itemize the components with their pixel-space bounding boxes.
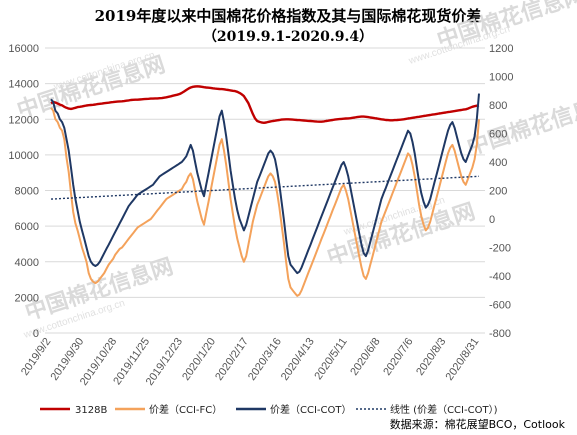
right-tick-label: -600 xyxy=(489,300,511,312)
right-tick-label: 1000 xyxy=(489,72,513,84)
left-tick-label: 14000 xyxy=(8,79,39,91)
right-tick-label: 800 xyxy=(489,100,507,112)
plot-area xyxy=(50,85,480,297)
left-tick-label: 2000 xyxy=(15,292,39,304)
left-axis: 0 2000 4000 6000 8000 10000 12000 14000 16000 xyxy=(8,43,39,340)
right-tick-label: -800 xyxy=(489,328,511,340)
watermark-text-right: 中国棉花信息网 xyxy=(464,88,577,160)
left-tick-label: 10000 xyxy=(8,150,39,162)
legend-item-3128b: 3128B xyxy=(40,405,107,416)
left-tick-label: 0 xyxy=(33,328,39,340)
legend-item-cci-cot: 价差（CCI-COT） xyxy=(236,403,351,416)
legend-label-trend: 线性 (价差（CCI-COT）) xyxy=(390,403,498,416)
left-tick-label: 16000 xyxy=(8,43,39,55)
legend-item-cci-fc: 价差（CCI-FC） xyxy=(115,403,222,416)
right-tick-label: -200 xyxy=(489,243,511,255)
right-tick-label: 0 xyxy=(489,214,495,226)
legend-label-3128b: 3128B xyxy=(75,405,107,416)
right-tick-label: 200 xyxy=(489,186,507,198)
legend-label-cci-cot: 价差（CCI-COT） xyxy=(270,403,351,416)
chart-title: 2019年度以来中国棉花价格指数及其与国际棉花现货价差 xyxy=(95,7,482,25)
x-tick-label: 2020/4/13 xyxy=(279,336,317,383)
right-tick-label: 600 xyxy=(489,129,507,141)
data-source: 数据来源：棉花展望BCO，Cotlook xyxy=(390,417,566,431)
x-tick-label: 2020/7/6 xyxy=(381,336,415,378)
right-tick-label: 400 xyxy=(489,157,507,169)
right-tick-label: -400 xyxy=(489,271,511,283)
x-axis: 2019/9/22019/9/302019/10/282019/11/25201… xyxy=(19,336,481,388)
x-tick-label: 2020/8/31 xyxy=(444,336,482,383)
series-line-cci-fc xyxy=(50,107,480,297)
left-tick-label: 8000 xyxy=(15,186,39,198)
right-axis: -800 -600 -400 -200 0 200 400 600 800 1000 1200 xyxy=(489,43,513,340)
series-line-3128b xyxy=(50,85,480,125)
legend-label-cci-fc: 价差（CCI-FC） xyxy=(149,403,222,416)
legend: 3128B 价差（CCI-FC） 价差（CCI-COT） 线性 (价差（CCI-… xyxy=(40,403,498,416)
x-tick-label: 2019/9/2 xyxy=(19,336,53,378)
left-tick-label: 4000 xyxy=(15,257,39,269)
x-tick-label: 2020/5/11 xyxy=(312,336,349,382)
left-tick-label: 12000 xyxy=(8,114,39,126)
legend-item-trend: 线性 (价差（CCI-COT）) xyxy=(356,403,498,416)
chart-subtitle: （2019.9.1-2020.9.4） xyxy=(203,29,373,45)
x-tick-label: 2020/8/3 xyxy=(414,336,448,378)
trendline-cci-cot xyxy=(50,175,480,200)
right-tick-label: 1200 xyxy=(489,43,513,55)
x-tick-label: 2020/6/8 xyxy=(348,336,382,378)
left-tick-label: 6000 xyxy=(15,221,39,233)
series-line-cci-cot xyxy=(50,93,480,275)
